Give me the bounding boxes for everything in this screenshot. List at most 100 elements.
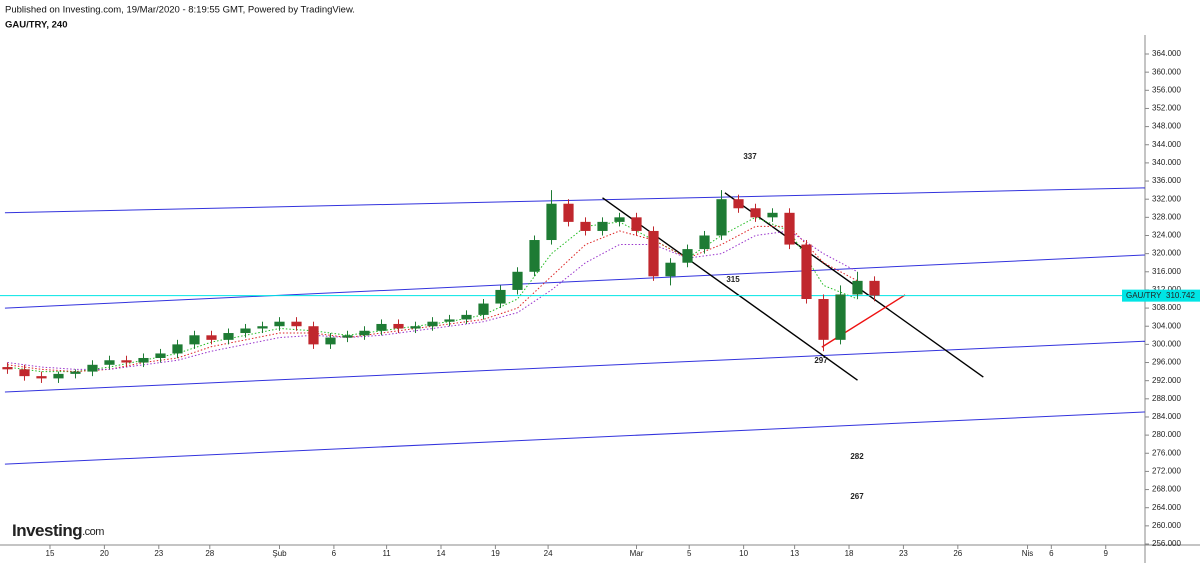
trend-line	[4, 254, 1145, 309]
candle-body	[121, 360, 132, 363]
y-tick-label: 344.000	[1152, 140, 1181, 149]
candle	[155, 348, 166, 363]
y-tick-label: 316.000	[1152, 267, 1181, 276]
header: Published on Investing.com, 19/Mar/2020 …	[5, 5, 355, 16]
candle	[36, 371, 47, 383]
candle	[733, 194, 744, 213]
candle	[801, 240, 812, 304]
candle	[852, 271, 863, 300]
candle-body	[70, 371, 81, 374]
candle-body	[308, 326, 319, 345]
candle-body	[801, 244, 812, 300]
candle	[121, 355, 132, 368]
trend-line	[4, 187, 1145, 214]
y-tick-label: 256.000	[1152, 539, 1181, 548]
x-tick-label: 20	[100, 549, 109, 558]
candle	[104, 355, 115, 370]
candle	[767, 208, 778, 222]
candle-body	[138, 357, 149, 363]
candle-body	[444, 319, 455, 322]
y-tick-label: 352.000	[1152, 104, 1181, 113]
y-tick-label: 288.000	[1152, 394, 1181, 403]
candle-body	[767, 212, 778, 218]
candle	[580, 217, 591, 236]
candle-body	[529, 240, 540, 272]
candle-body	[631, 217, 642, 231]
candle	[818, 294, 829, 352]
candle	[478, 299, 489, 320]
y-tick-label: 292.000	[1152, 376, 1181, 385]
y-tick-label: 300.000	[1152, 339, 1181, 348]
price-tag-value: 310.742	[1166, 291, 1195, 300]
candle-body	[104, 360, 115, 365]
x-tick-label: 18	[845, 549, 854, 558]
x-tick-label: 6	[332, 549, 337, 558]
candle	[19, 364, 30, 381]
y-tick-label: 360.000	[1152, 67, 1181, 76]
x-tick-label: 23	[154, 549, 163, 558]
price-tag	[1122, 289, 1200, 302]
x-tick-label: Nis	[1022, 549, 1034, 558]
x-tick-label: 5	[687, 549, 692, 558]
trend-line	[602, 197, 858, 381]
candle-body	[410, 326, 421, 329]
annotation: 282	[850, 452, 864, 461]
candle	[53, 371, 64, 383]
x-tick-label: 13	[790, 549, 799, 558]
candle	[189, 330, 200, 349]
y-tick-label: 284.000	[1152, 412, 1181, 421]
candle	[172, 339, 183, 358]
candle-body	[2, 367, 13, 370]
candle	[2, 362, 13, 374]
candle	[393, 319, 404, 334]
candle	[359, 326, 370, 340]
candle-body	[240, 328, 251, 334]
annotation: 297	[814, 356, 828, 365]
x-tick-label: 19	[491, 549, 500, 558]
candle	[597, 217, 608, 236]
candle-body	[682, 249, 693, 263]
y-tick-label: 320.000	[1152, 249, 1181, 258]
candle	[869, 276, 880, 302]
candle-body	[461, 314, 472, 320]
candle	[784, 208, 795, 250]
candle	[257, 321, 268, 334]
y-tick-label: 340.000	[1152, 158, 1181, 167]
y-tick-label: 264.000	[1152, 503, 1181, 512]
candle-body	[818, 299, 829, 340]
candle-body	[53, 373, 64, 379]
logo-main: Investing	[12, 521, 82, 540]
candle-body	[274, 321, 285, 327]
candle	[512, 267, 523, 295]
candle-body	[206, 335, 217, 340]
candle	[750, 203, 761, 222]
x-tick-label: 28	[205, 549, 214, 558]
candle-body	[155, 353, 166, 358]
candle	[563, 199, 574, 227]
y-tick-label: 276.000	[1152, 448, 1181, 457]
logo: Investing.com	[12, 521, 104, 540]
candle-body	[478, 303, 489, 315]
candle	[716, 190, 727, 241]
x-tick-label: 26	[953, 549, 962, 558]
y-tick-label: 332.000	[1152, 194, 1181, 203]
candle-body	[869, 280, 880, 296]
candle-body	[580, 221, 591, 231]
candle-body	[597, 221, 608, 231]
candle-body	[325, 337, 336, 345]
candle-body	[512, 271, 523, 290]
y-tick-label: 268.000	[1152, 485, 1181, 494]
y-tick-label: 280.000	[1152, 430, 1181, 439]
candle-body	[172, 344, 183, 354]
candle	[648, 226, 659, 281]
candle-body	[36, 376, 47, 379]
candle-body	[223, 333, 234, 340]
y-tick-label: 312.000	[1152, 285, 1181, 294]
candle-body	[716, 199, 727, 236]
candle	[240, 323, 251, 338]
y-tick-label: 364.000	[1152, 49, 1181, 58]
candle-body	[614, 217, 625, 222]
candle	[699, 230, 710, 254]
candle-body	[835, 294, 846, 340]
